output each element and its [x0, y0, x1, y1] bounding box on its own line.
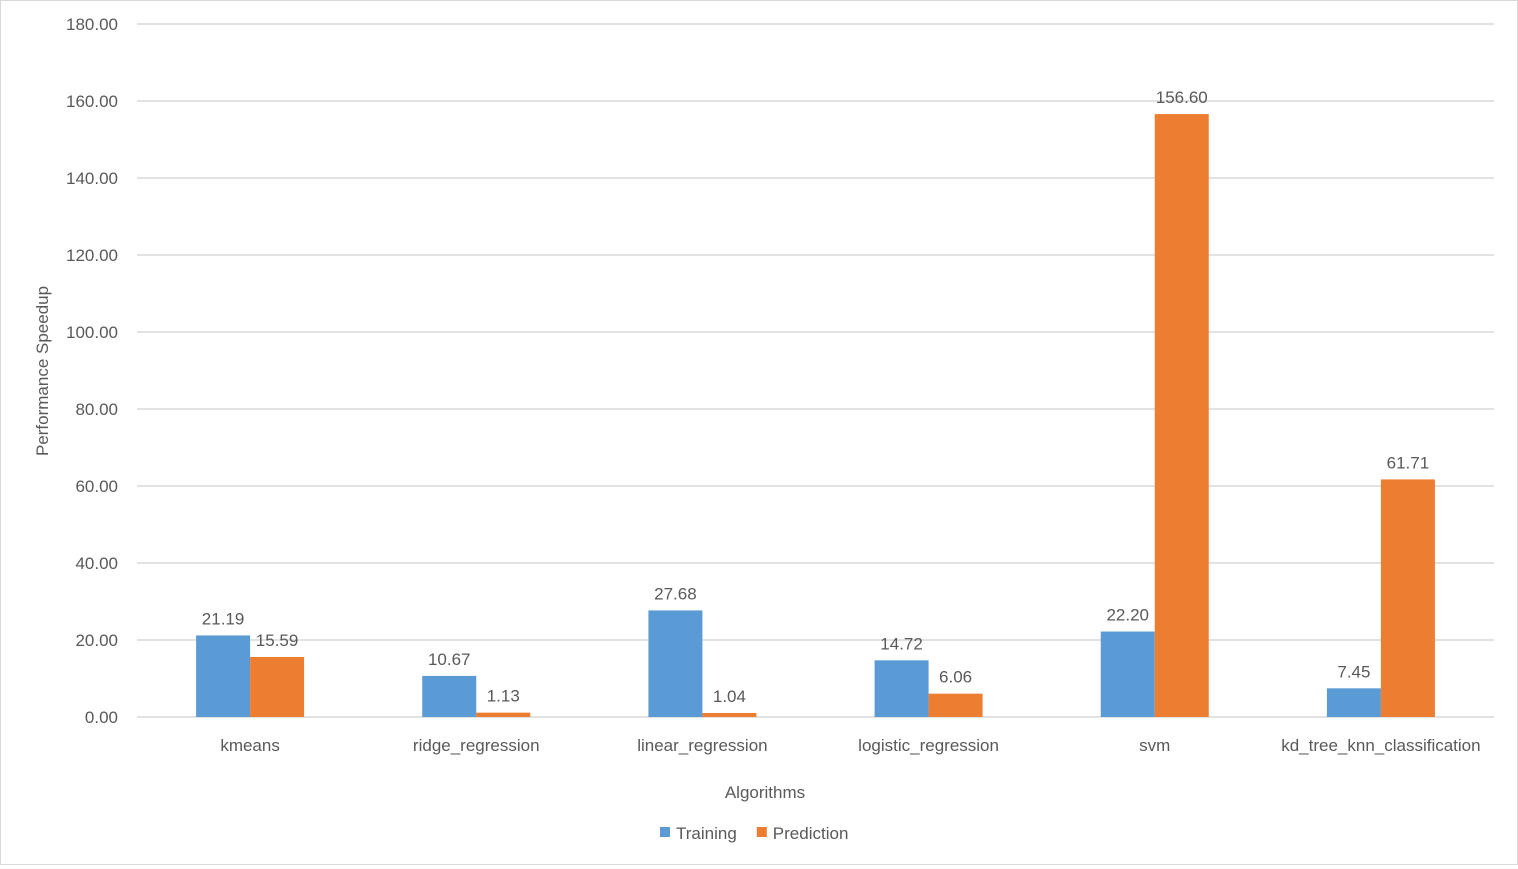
y-axis-ticks: 0.00 20.00 40.00 60.00 80.00 100.00 120.00 140.… — [66, 15, 118, 727]
y-tick-label: 140.00 — [66, 169, 118, 188]
bar-training — [196, 635, 251, 717]
x-tick-label: svm — [1139, 736, 1170, 755]
bar-prediction — [928, 693, 983, 717]
data-label: 156.60 — [1156, 88, 1208, 107]
data-label: 7.45 — [1337, 662, 1370, 681]
data-label: 10.67 — [428, 650, 471, 669]
data-label: 14.72 — [880, 634, 923, 653]
y-tick-label: 60.00 — [75, 477, 118, 496]
bar-prediction — [250, 656, 305, 717]
data-label: 15.59 — [256, 631, 299, 650]
bar-prediction — [476, 712, 531, 717]
y-tick-label: 160.00 — [66, 92, 118, 111]
x-tick-label: kd_tree_knn_classification — [1281, 736, 1480, 755]
y-tick-label: 20.00 — [75, 631, 118, 650]
data-labels: 21.19 15.59 10.67 1.13 27.68 1.04 14.72 6.06 22.… — [202, 88, 1429, 706]
x-axis-title: Algorithms — [725, 783, 805, 802]
data-label: 27.68 — [654, 584, 697, 603]
bar-training — [874, 660, 929, 717]
x-tick-label: linear_regression — [637, 736, 767, 755]
gridlines — [137, 23, 1494, 718]
data-label: 1.04 — [713, 687, 746, 706]
x-axis-ticks: kmeans ridge_regression linear_regression l… — [220, 736, 1480, 755]
y-tick-label: 180.00 — [66, 15, 118, 34]
y-tick-label: 120.00 — [66, 246, 118, 265]
y-tick-label: 80.00 — [75, 400, 118, 419]
legend: Training Prediction — [660, 824, 848, 843]
bar-prediction — [1154, 114, 1209, 718]
bar-prediction — [1380, 479, 1435, 717]
legend-swatch-training — [660, 827, 670, 837]
legend-label: Training — [676, 824, 737, 843]
bar-training — [648, 610, 703, 717]
data-label: 1.13 — [487, 687, 520, 706]
data-label: 21.19 — [202, 609, 245, 628]
bars — [196, 114, 1435, 718]
bar-prediction — [702, 712, 757, 717]
y-tick-label: 0.00 — [85, 708, 118, 727]
x-tick-label: ridge_regression — [413, 736, 540, 755]
data-label: 61.71 — [1387, 453, 1430, 472]
y-tick-label: 100.00 — [66, 323, 118, 342]
y-tick-label: 40.00 — [75, 554, 118, 573]
legend-label: Prediction — [773, 824, 849, 843]
bar-training — [422, 675, 477, 717]
data-label: 22.20 — [1106, 606, 1149, 625]
bar-training — [1326, 688, 1381, 717]
y-axis-title: Performance Speedup — [33, 286, 52, 456]
bar-training — [1100, 631, 1155, 717]
legend-swatch-prediction — [756, 827, 767, 837]
x-tick-label: logistic_regression — [858, 736, 999, 755]
x-tick-label: kmeans — [220, 736, 280, 755]
data-label: 6.06 — [939, 668, 972, 687]
